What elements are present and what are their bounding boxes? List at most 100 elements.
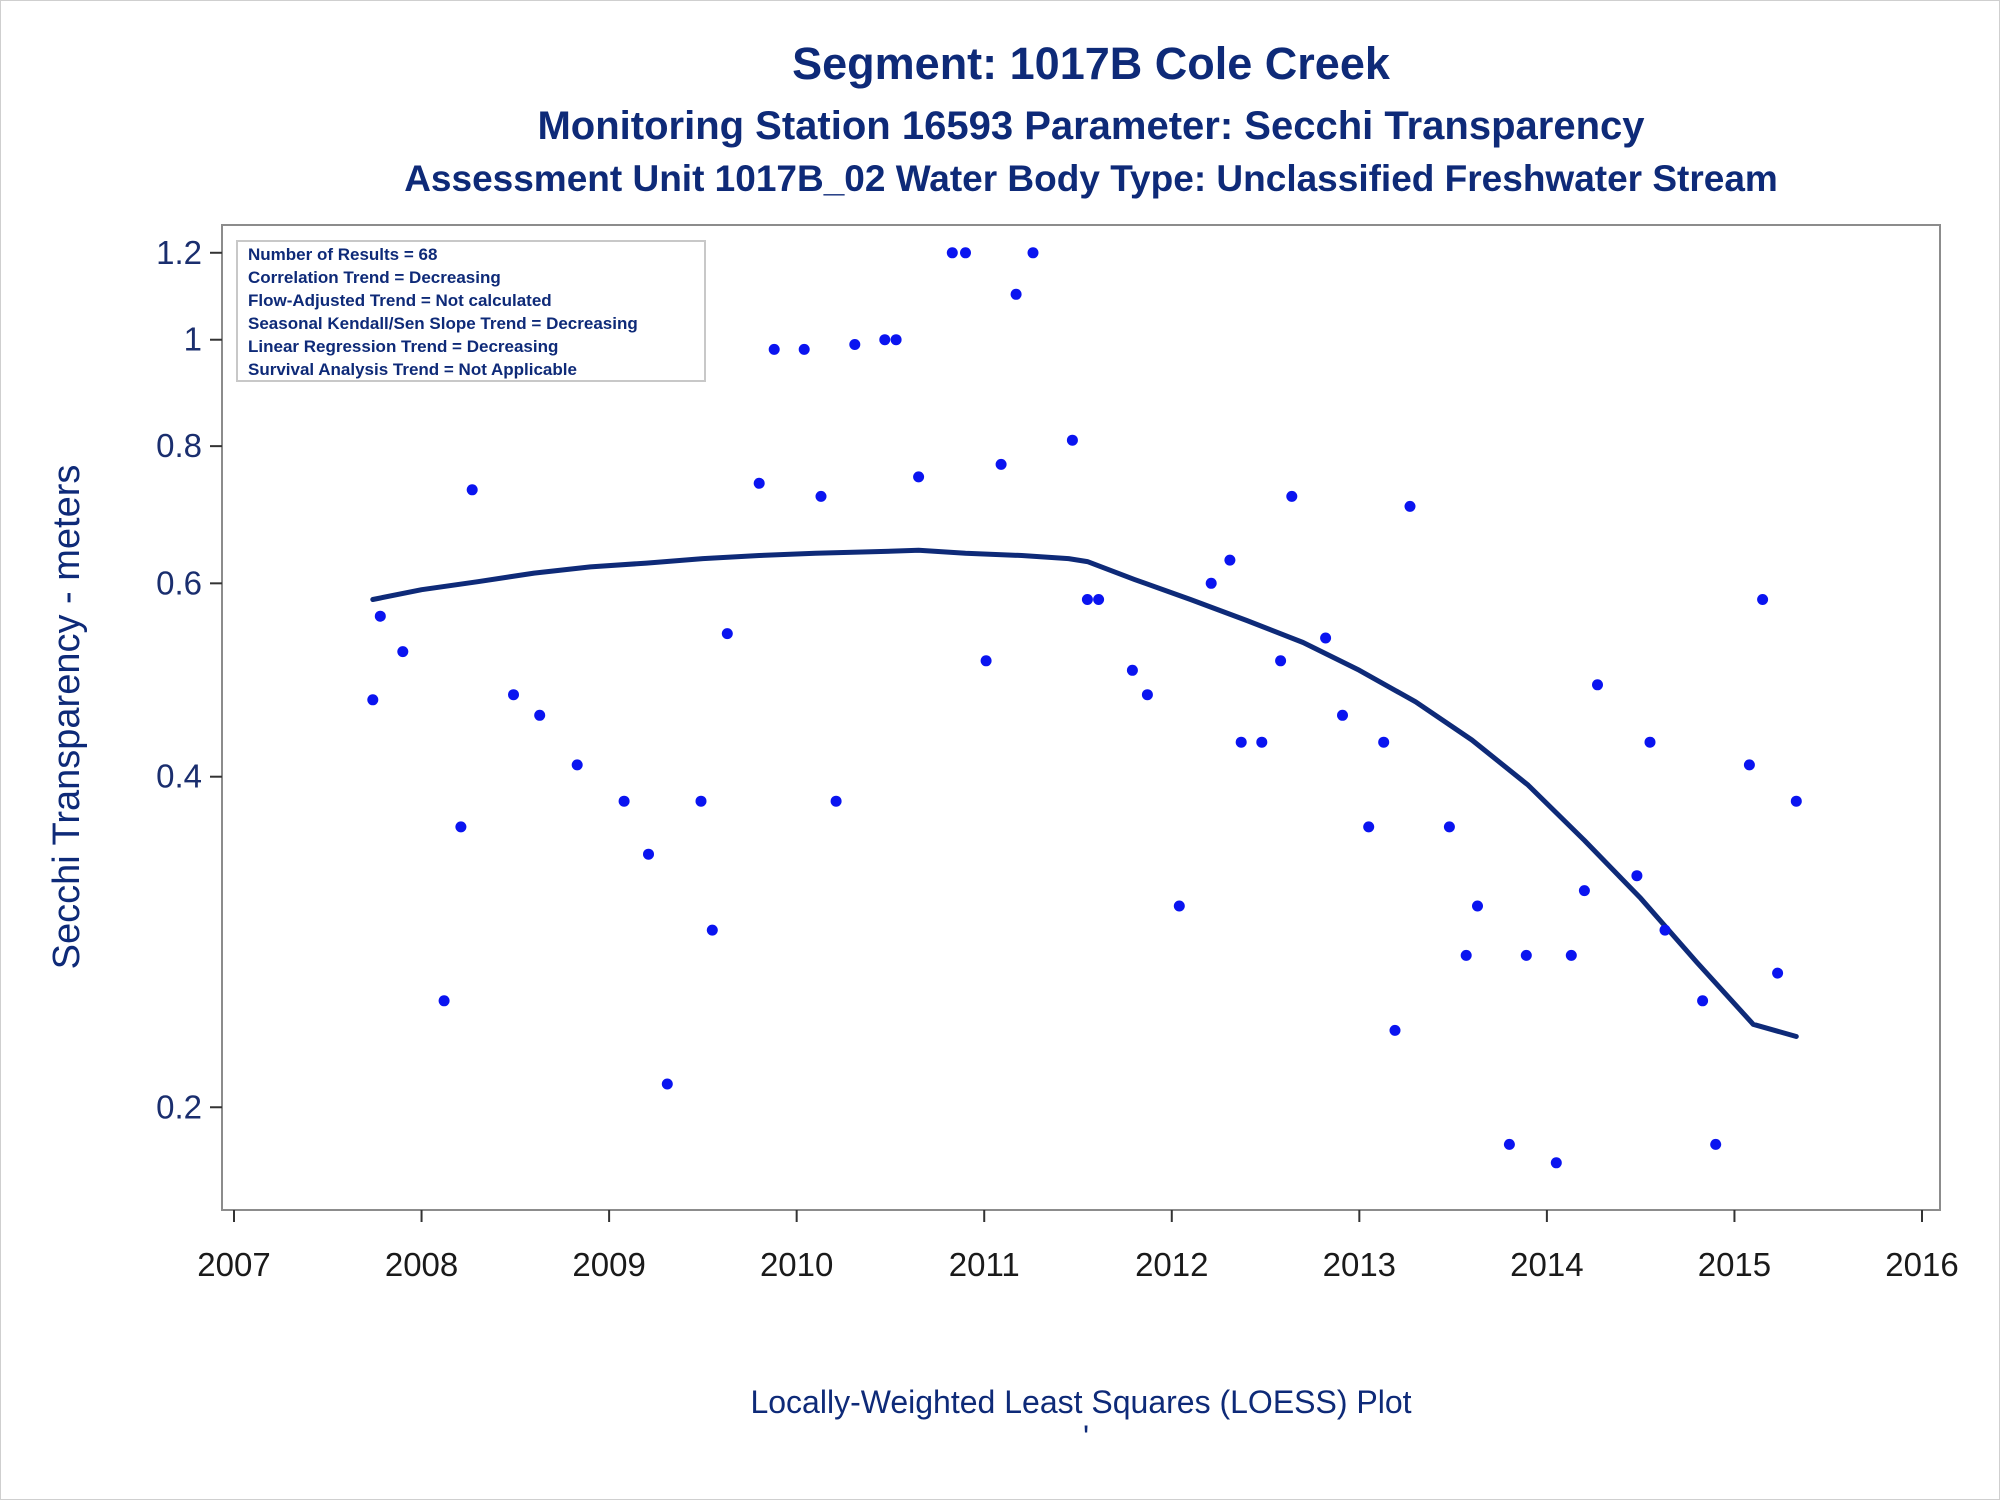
- data-point: [661, 1078, 673, 1090]
- data-point: [1578, 885, 1590, 897]
- x-tick-label: 2007: [197, 1246, 270, 1283]
- data-point: [571, 759, 583, 771]
- data-point: [397, 646, 409, 658]
- data-point: [1066, 434, 1078, 446]
- chart-subtitle: Monitoring Station 16593 Parameter: Secc…: [537, 104, 1645, 148]
- data-point: [643, 848, 654, 860]
- y-tick-label: 0.6: [156, 564, 202, 601]
- data-point: [1443, 821, 1455, 833]
- y-tick-label: 1.2: [156, 234, 202, 271]
- data-point: [753, 477, 765, 489]
- data-point: [1275, 655, 1287, 667]
- stat-survival-analysis-trend: Survival Analysis Trend = Not Applicable: [248, 360, 577, 379]
- data-point: [890, 334, 902, 346]
- data-point: [1550, 1157, 1562, 1169]
- data-point: [1224, 554, 1236, 566]
- data-point: [1286, 490, 1298, 502]
- data-point: [1757, 594, 1769, 605]
- data-point: [995, 458, 1007, 470]
- y-tick-label: 0.2: [156, 1088, 202, 1125]
- data-point: [706, 924, 718, 936]
- data-point: [438, 995, 450, 1007]
- data-point: [1697, 995, 1709, 1007]
- x-tick-label: 2016: [1885, 1246, 1958, 1283]
- plot-area: [221, 224, 1941, 1211]
- x-tick-label: 2009: [572, 1246, 645, 1283]
- data-point: [1520, 949, 1532, 961]
- data-point: [1565, 949, 1577, 961]
- data-point: [1141, 689, 1153, 701]
- loess-line: [370, 547, 1799, 1039]
- data-point: [1710, 1138, 1722, 1150]
- data-point: [1173, 900, 1185, 912]
- data-point: [1389, 1024, 1401, 1036]
- footnote-mark: ': [1083, 1419, 1089, 1455]
- data-point: [1404, 500, 1416, 512]
- statistics-legend: Number of Results = 68 Correlation Trend…: [236, 240, 706, 382]
- stat-number-of-results: Number of Results = 68: [248, 245, 437, 264]
- loess-curve: [370, 547, 1799, 1039]
- footnote: Locally-Weighted Least Squares (LOESS) P…: [750, 1384, 1411, 1420]
- data-point: [980, 655, 992, 667]
- data-point: [1081, 594, 1093, 605]
- chart-title: Segment: 1017B Cole Creek: [792, 38, 1391, 89]
- data-point: [1631, 870, 1643, 882]
- data-point: [1205, 577, 1217, 589]
- data-point: [1644, 736, 1656, 748]
- data-point: [830, 795, 842, 807]
- y-axis: 0.2 0.4 0.6 0.8 1 1.2: [156, 234, 222, 1125]
- data-point: [798, 343, 810, 355]
- x-tick-label: 2013: [1323, 1246, 1396, 1283]
- data-point: [1659, 924, 1671, 936]
- data-point: [508, 689, 519, 701]
- data-point: [1337, 709, 1348, 721]
- data-point: [695, 795, 707, 807]
- data-point: [815, 490, 827, 502]
- stat-correlation-trend: Correlation Trend = Decreasing: [248, 268, 501, 287]
- data-point: [1790, 795, 1802, 807]
- data-point: [1772, 967, 1784, 979]
- data-point: [768, 343, 780, 355]
- data-point: [374, 610, 386, 622]
- y-tick-label: 0.8: [156, 427, 202, 464]
- data-point: [1126, 664, 1138, 676]
- y-tick-label: 0.4: [156, 758, 202, 795]
- data-point: [1027, 247, 1039, 259]
- data-point: [1460, 949, 1472, 961]
- data-point: [1363, 821, 1375, 833]
- data-point: [1743, 759, 1755, 771]
- statistics-legend-box: [236, 240, 706, 382]
- data-point: [1592, 679, 1603, 691]
- y-tick-label: 1: [184, 321, 202, 358]
- data-point: [466, 484, 478, 496]
- data-point: [534, 709, 546, 721]
- x-tick-label: 2014: [1510, 1246, 1583, 1283]
- x-tick-label: 2012: [1135, 1246, 1208, 1283]
- x-tick-label: 2010: [760, 1246, 833, 1283]
- x-tick-label: 2015: [1698, 1246, 1771, 1283]
- stat-seasonal-kendall-trend: Seasonal Kendall/Sen Slope Trend = Decre…: [248, 314, 638, 333]
- x-tick-label: 2011: [949, 1246, 1020, 1283]
- data-point: [1093, 594, 1105, 605]
- data-point: [721, 628, 733, 640]
- data-point: [849, 339, 861, 350]
- y-axis-label: Secchi Transparency - meters: [46, 465, 88, 970]
- data-point: [367, 694, 379, 706]
- data-point: [879, 334, 891, 346]
- data-point: [1472, 900, 1483, 912]
- x-axis: 2007 2008 2009 2010 2011 2012 2013 2014 2015 2016: [197, 1210, 1959, 1283]
- data-point: [960, 247, 971, 259]
- chart-subtitle-2: Assessment Unit 1017B_02 Water Body Type…: [404, 158, 1778, 199]
- data-point: [1256, 736, 1268, 748]
- data-point: [1378, 736, 1390, 748]
- data-point: [946, 247, 958, 259]
- data-point: [1010, 288, 1022, 300]
- data-point: [1235, 736, 1247, 748]
- stat-linear-regression-trend: Linear Regression Trend = Decreasing: [248, 337, 558, 356]
- data-point: [455, 821, 467, 833]
- stat-flow-adjusted-trend: Flow-Adjusted Trend = Not calculated: [248, 291, 552, 310]
- data-point: [913, 471, 925, 483]
- x-tick-label: 2008: [385, 1246, 458, 1283]
